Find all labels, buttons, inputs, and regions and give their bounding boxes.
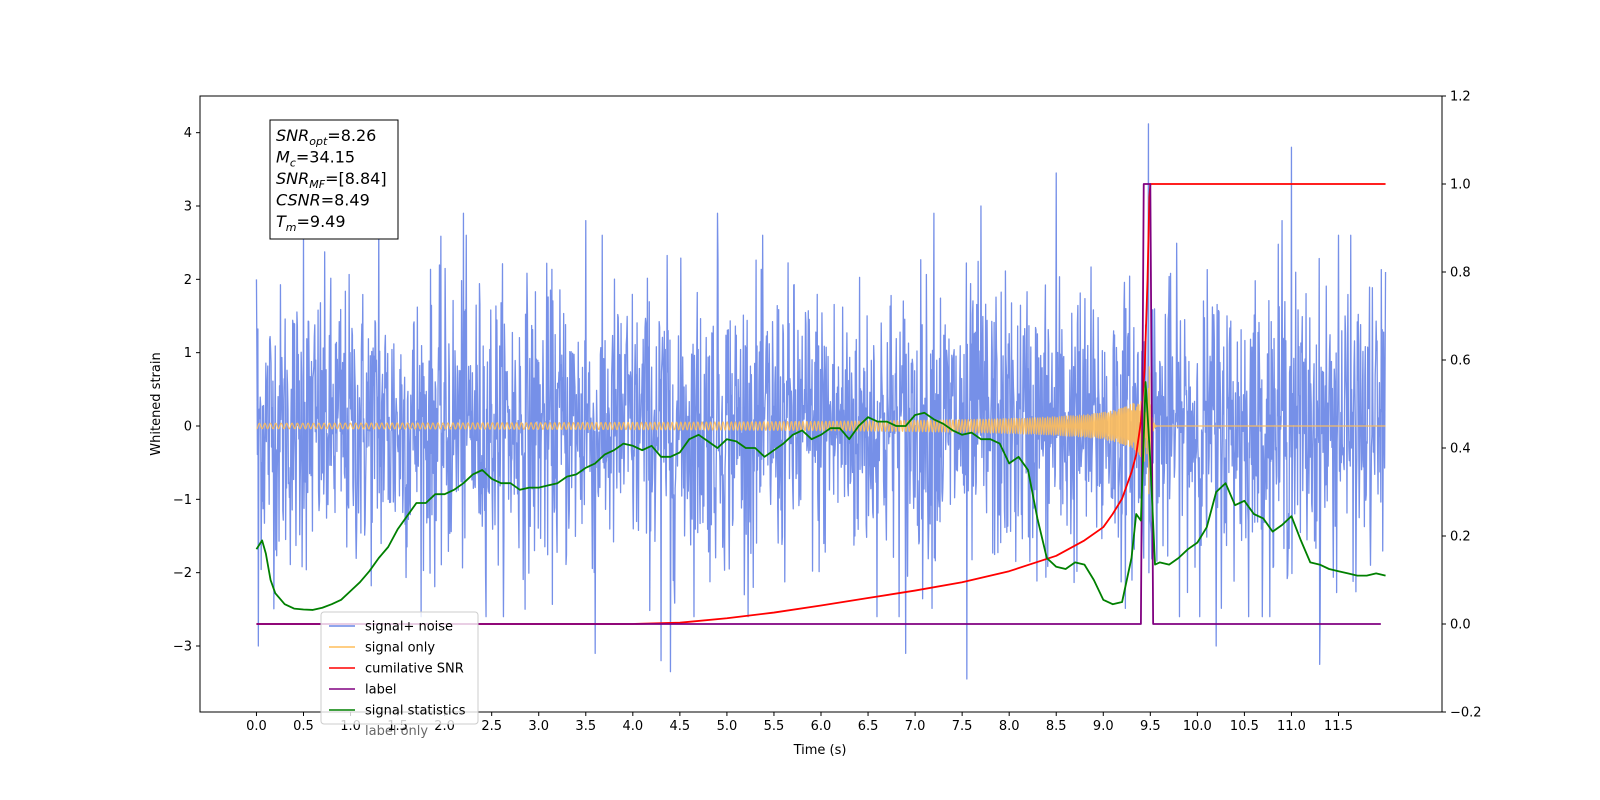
x-tick-label: 8.0	[999, 719, 1020, 734]
x-tick-label: 4.0	[622, 719, 643, 734]
legend-frame	[320, 611, 479, 725]
x-tick-label: 6.5	[858, 719, 879, 734]
legend: signal+ noise signal only cumilative SNR la…	[320, 611, 479, 739]
legend-label: label	[365, 683, 396, 698]
x-tick-label: 2.5	[481, 719, 502, 734]
annotation-frame	[269, 119, 399, 240]
legend-label: signal statistics	[365, 704, 466, 719]
series-cumilative-snr	[256, 183, 1386, 625]
y-tick-label-right: 0.6	[1450, 354, 1471, 369]
y-tick-label-left: 3	[184, 200, 192, 215]
y-tick-label-right: 0.2	[1450, 530, 1471, 545]
annotation-line: SNRopt=8.26	[276, 126, 376, 148]
x-tick-label: 5.0	[717, 719, 738, 734]
x-tick-label: 3.5	[575, 719, 596, 734]
x-tick-label: 10.5	[1230, 719, 1259, 734]
x-tick-label: 10.0	[1183, 719, 1212, 734]
y-tick-label-left: 2	[184, 273, 192, 288]
y-tick-label-left: −3	[173, 640, 192, 655]
y-axis-title: Whitened strain	[149, 352, 164, 455]
y-tick-label-left: 1	[184, 346, 192, 361]
annotation-line: CSNR=8.49	[276, 191, 370, 210]
x-tick-label: 9.0	[1093, 719, 1114, 734]
y-tick-label-right: 1.2	[1450, 90, 1471, 105]
x-tick-label: 0.0	[246, 719, 267, 734]
x-axis-title: Time (s)	[793, 743, 847, 758]
legend-label-label-only: label only	[365, 724, 428, 739]
series-signal-only	[256, 366, 1386, 495]
x-tick-label: 6.0	[811, 719, 832, 734]
x-tick-label: 4.5	[670, 719, 691, 734]
x-tick-label: 5.5	[764, 719, 785, 734]
x-tick-label: 7.0	[905, 719, 926, 734]
y-tick-label-right: 0.0	[1450, 618, 1471, 633]
x-tick-label: 9.5	[1140, 719, 1161, 734]
y-tick-label-left: −1	[173, 493, 192, 508]
annotation-line: Mc=34.15	[276, 148, 355, 170]
y-tick-label-right: 0.8	[1450, 266, 1471, 281]
legend-label: cumilative SNR	[365, 662, 464, 677]
annotation-box: SNRopt=8.26Mc=34.15SNRMF=[8.84]CSNR=8.49…	[269, 119, 399, 240]
series-signal-noise	[255, 123, 1387, 680]
y-tick-label-right: 0.4	[1450, 442, 1471, 457]
legend-label: signal only	[365, 641, 435, 656]
y-tick-label-left: −2	[173, 566, 192, 581]
x-tick-label: 11.5	[1324, 719, 1353, 734]
annotation-line: SNRMF=[8.84]	[276, 169, 387, 191]
x-tick-label: 7.5	[952, 719, 973, 734]
x-tick-label: 3.0	[528, 719, 549, 734]
y-tick-label-left: 4	[184, 126, 192, 141]
x-tick-label: 0.5	[293, 719, 314, 734]
series-label	[256, 183, 1381, 625]
y-tick-label-right: −0.2	[1450, 706, 1482, 721]
y-tick-label-right: 1.0	[1450, 178, 1471, 193]
x-tick-label: 8.5	[1046, 719, 1067, 734]
x-tick-label: 11.0	[1277, 719, 1306, 734]
legend-label: signal+ noise	[365, 620, 453, 635]
annotation-line: Tm=9.49	[276, 212, 346, 234]
y-tick-label-left: 0	[184, 420, 192, 435]
series-signal-statistics	[255, 381, 1386, 611]
